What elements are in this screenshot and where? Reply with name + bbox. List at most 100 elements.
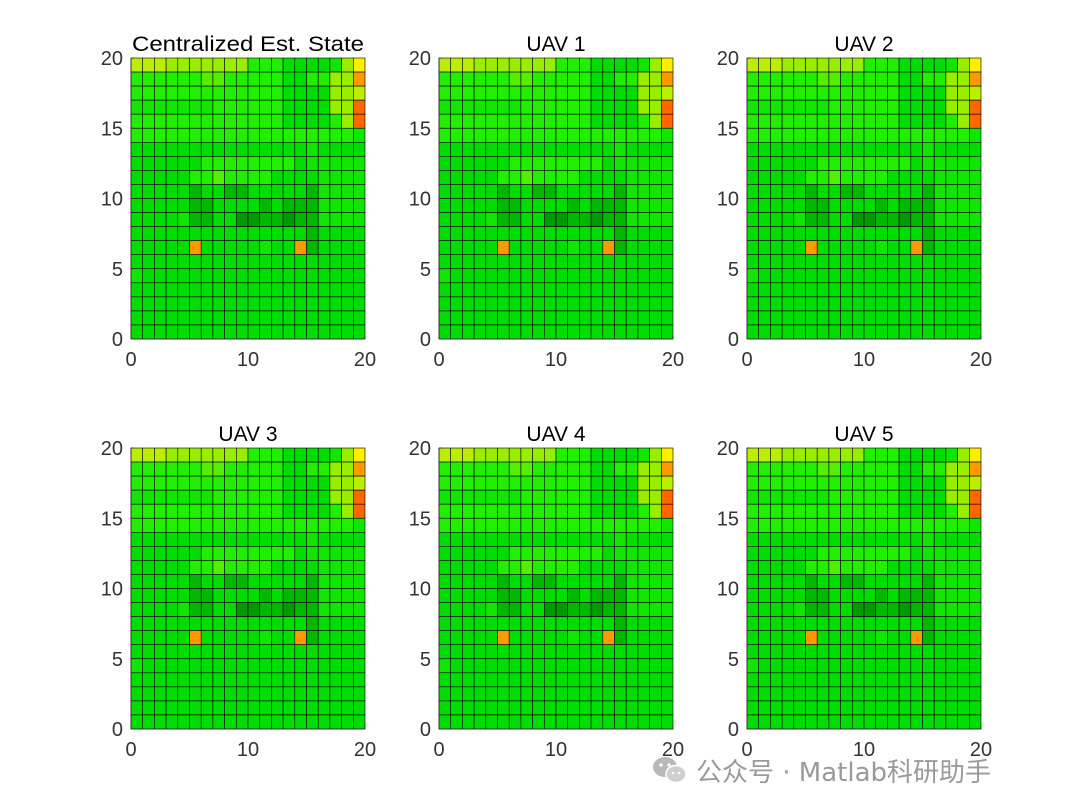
heatmap-cell [485,127,498,143]
heatmap-cell [200,686,214,702]
heatmap-cell [887,700,900,716]
heatmap-cell [508,170,522,185]
heatmap-cell [130,127,143,143]
heatmap-cell [450,198,463,213]
heatmap-cell [224,672,237,688]
heatmap-cell [154,71,167,87]
heatmap-cell [957,57,970,73]
heatmap-cell [781,531,795,547]
heatmap-cell [438,99,451,115]
heatmap-cell [910,475,923,491]
heatmap-cell [840,672,853,688]
heatmap-cell [555,503,568,519]
heatmap-cell [543,113,557,129]
heatmap-cell [508,99,522,115]
heatmap-cell [189,71,202,87]
heatmap-cell [602,282,615,298]
heatmap-cell [200,324,214,340]
heatmap-cell [863,700,876,716]
heatmap-cell [473,282,487,298]
heatmap-cell [637,658,650,674]
heatmap-cell [165,686,179,702]
heatmap-cell [805,57,818,73]
heatmap-cell [329,99,342,115]
heatmap-cell [508,644,522,660]
heatmap-cell [485,212,498,227]
heatmap-cell [543,324,557,340]
heatmap-cell [224,198,237,213]
heatmap-cell [555,630,568,646]
heatmap-cell [317,184,331,199]
heatmap-cell [887,268,900,284]
heatmap-cell [602,184,615,199]
heatmap-cell [660,503,674,519]
heatmap-cell [282,170,296,185]
heatmap-cell [462,268,475,284]
heatmap-cell [165,461,179,477]
heatmap-cell [224,686,237,702]
heatmap-cell [863,57,876,73]
heatmap-cell [177,461,190,477]
heatmap-cell [520,310,533,326]
heatmap-cell [532,700,545,716]
heatmap-cell [579,644,592,660]
heatmap-cell [165,240,179,255]
heatmap-cell [508,156,522,171]
heatmap-cell [462,113,475,129]
heatmap-cell [590,531,604,547]
heatmap-cell [758,184,771,199]
heatmap-cell [933,198,947,213]
heatmap-cell [282,546,296,561]
heatmap-cell [247,588,260,603]
heatmap-cell [317,310,331,326]
heatmap-cell [532,517,545,533]
heatmap-cell [259,672,272,688]
heatmap-cell [945,489,958,505]
heatmap-cell [212,630,225,646]
heatmap-cell [922,602,935,617]
heatmap-cell [236,113,249,129]
heatmap-cell [317,447,331,463]
heatmap-cell [770,198,783,213]
heatmap-cell [154,184,167,199]
heatmap-cell [154,240,167,255]
heatmap-cell [497,170,510,185]
heatmap-cell [770,254,783,270]
heatmap-cell [212,475,225,491]
heatmap-cell [177,71,190,87]
heatmap-cell [649,268,662,284]
heatmap-cell [649,113,662,129]
heatmap-cell [508,658,522,674]
heatmap-cell [130,616,143,631]
heatmap-cell [329,447,342,463]
heatmap-cell [352,142,366,157]
heatmap-cell [329,489,342,505]
heatmap-cell [130,282,143,298]
x-tick-label: 20 [662,739,684,761]
heatmap-cell [933,156,947,171]
heatmap-cell [828,503,841,519]
heatmap-cell [438,447,451,463]
heatmap-cell [637,324,650,340]
heatmap-cell [329,616,342,631]
heatmap-cell [887,282,900,298]
heatmap-cell [165,644,179,660]
heatmap-cell [863,644,876,660]
heatmap-cell [212,71,225,87]
heatmap-cell [781,127,795,143]
heatmap-cell [945,127,958,143]
heatmap-cell [590,282,604,298]
heatmap-cell [637,714,650,730]
heatmap-cell [898,531,912,547]
heatmap-cell [898,714,912,730]
heatmap-cell [660,282,674,298]
heatmap-cell [957,630,970,646]
heatmap-cell [579,517,592,533]
heatmap-cell [910,700,923,716]
heatmap-cell [130,156,143,171]
heatmap-cell [450,282,463,298]
heatmap-cell [851,560,865,575]
heatmap-cell [637,296,650,312]
heatmap-cell [142,447,155,463]
heatmap-cell [625,268,639,284]
